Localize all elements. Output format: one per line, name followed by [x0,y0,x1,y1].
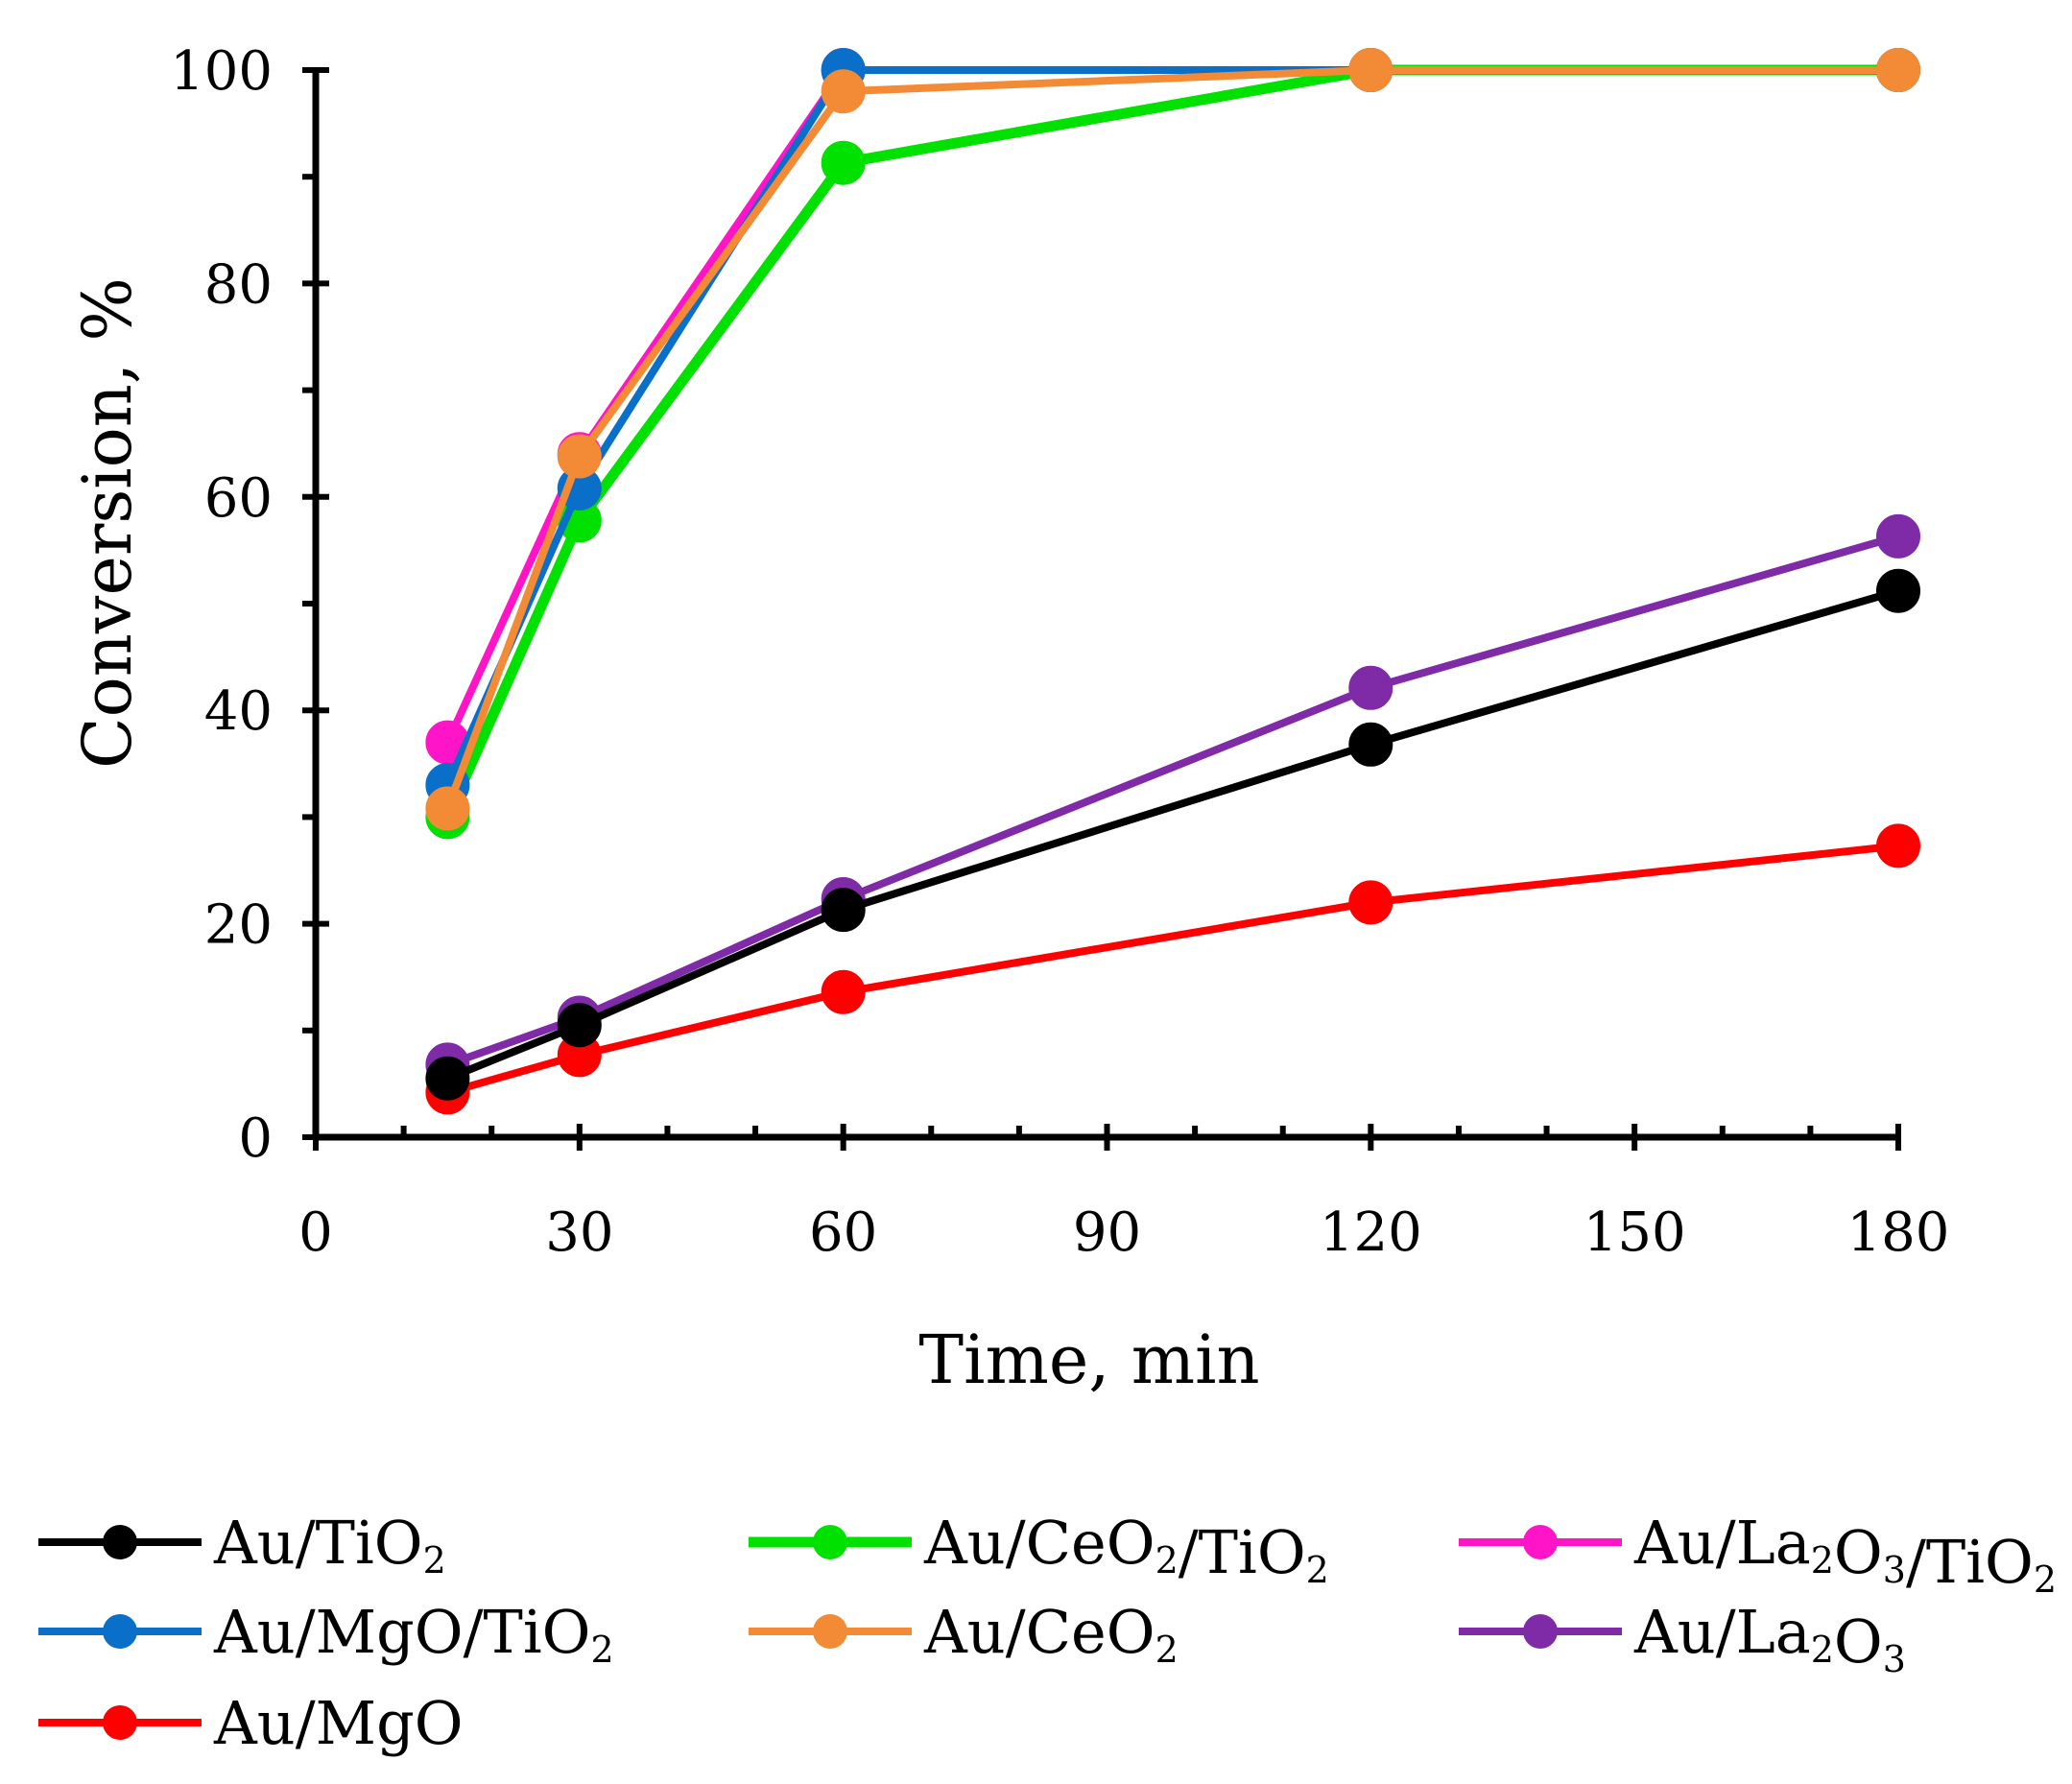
x-tick-label-90: 90 [1073,1201,1141,1264]
x-tick-label-60: 60 [809,1201,877,1264]
series-layer [425,48,1920,1115]
series-au-tio2 [425,568,1920,1101]
series-line-au-ceo2-tio2 [442,64,1898,820]
series-line-au-mgo [446,842,1899,1097]
legend-item-au-mgo: Au/MgO [38,1688,464,1758]
data-point-au-mgo-180 [1876,823,1920,868]
legend-label-au-mgo-tio2: Au/MgO/TiO2 [213,1597,614,1671]
series-au-mgo [425,823,1920,1115]
data-point-au-mgo-120 [1348,880,1393,925]
data-point-au-tio2-180 [1876,568,1920,613]
data-point-au-la2o3-120 [1348,665,1393,710]
legend-label-au-tio2: Au/TiO2 [213,1508,446,1582]
legend-label-au-mgo: Au/MgO [213,1688,464,1758]
y-tick-label-60: 60 [204,467,273,530]
tick-label-layer: 0 20 40 60 80 100 0 30 60 90 120 150 180 [170,40,1949,1264]
legend-item-au-la2o3: Au/La2O3 [1459,1597,1906,1680]
legend-label-au-la2o3: Au/La2O3 [1633,1597,1906,1680]
series-au-la2o3 [425,513,1920,1087]
legend-label-au-ceo2-tio2: Au/CeO2/TiO2 [923,1508,1329,1591]
x-tick-label-180: 180 [1847,1201,1950,1264]
legend: Au/TiO2 Au/CeO2/TiO2 Au/La2O3/TiO2 Au/MgO/T… [38,1508,2057,1758]
y-axis-label: Conversion, % [68,277,147,769]
y-tick-label-40: 40 [204,680,273,743]
y-tick-label-80: 80 [204,253,273,316]
data-point-au-ceo2-60 [821,69,866,114]
data-point-au-tio2-15 [425,1056,470,1101]
legend-marker-au-la2o3 [1523,1614,1558,1649]
legend-marker-au-mgo-tio2 [103,1614,137,1649]
x-tick-label-0: 0 [298,1201,333,1264]
series-line-au-mgo-tio2 [443,66,1898,787]
data-point-au-ceo2-120 [1348,48,1393,92]
legend-marker-au-ceo2-tio2 [813,1525,847,1559]
x-tick-label-30: 30 [545,1201,613,1264]
series-au-ceo2-tio2 [425,48,1920,840]
data-point-au-ceo2-30 [557,434,602,479]
data-point-au-ceo2-tio2-60 [821,140,866,185]
series-line-au-tio2 [445,586,1900,1082]
y-tick-label-100: 100 [170,40,273,103]
legend-item-au-la2o3-tio2: Au/La2O3/TiO2 [1459,1508,2057,1601]
axes-layer [302,67,1901,1151]
legend-marker-au-ceo2 [813,1614,847,1649]
data-point-au-tio2-60 [821,888,866,933]
data-point-au-mgo-60 [821,969,866,1014]
legend-marker-au-tio2 [103,1525,137,1559]
data-point-au-la2o3-180 [1876,513,1920,559]
series-line-au-ceo2 [443,66,1898,810]
x-tick-label-120: 120 [1320,1201,1422,1264]
legend-marker-au-la2o3-tio2 [1523,1525,1558,1559]
legend-item-au-mgo-tio2: Au/MgO/TiO2 [38,1597,614,1671]
data-point-au-ceo2-180 [1876,48,1920,92]
data-point-au-ceo2-15 [425,786,470,831]
series-au-ceo2 [425,48,1920,831]
legend-label-au-ceo2: Au/CeO2 [923,1597,1179,1671]
x-axis-label: Time, min [918,1320,1259,1399]
legend-marker-au-mgo [103,1705,137,1740]
data-point-au-tio2-30 [557,1003,602,1048]
legend-label-au-la2o3-tio2: Au/La2O3/TiO2 [1633,1508,2057,1601]
legend-item-au-ceo2: Au/CeO2 [749,1597,1179,1671]
data-point-au-tio2-120 [1348,722,1393,767]
legend-item-au-tio2: Au/TiO2 [38,1508,446,1582]
x-tick-label-150: 150 [1584,1201,1686,1264]
y-tick-label-0: 0 [238,1107,273,1170]
legend-item-au-ceo2-tio2: Au/CeO2/TiO2 [749,1508,1329,1591]
y-tick-label-20: 20 [204,894,273,957]
series-au-la2o3-tio2 [425,48,1920,765]
